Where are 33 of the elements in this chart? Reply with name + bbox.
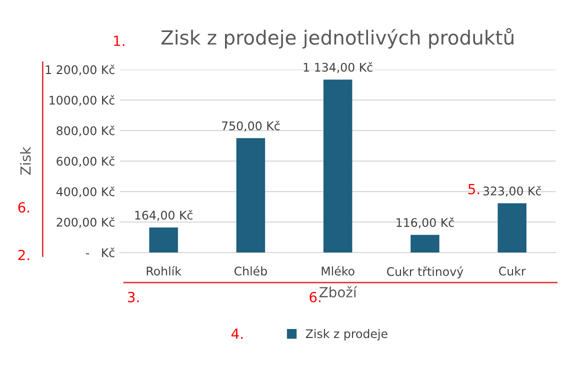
x-tick-label: Cukr třtinový [387, 266, 464, 278]
y-tick-label: 600,00 Kč [56, 156, 114, 167]
y-tick-label: 400,00 Kč [56, 186, 114, 198]
bar [236, 138, 266, 253]
chart-title: Zisk z prodeje jednotlivých produktů [161, 28, 514, 49]
text: 6. [18, 202, 30, 213]
text: 6. [310, 292, 320, 302]
data-label: 323,00 Kč [483, 186, 541, 197]
text: 4. [231, 328, 243, 339]
x-tick-label: Rohlík [146, 266, 182, 276]
y-tick-label: 1 200,00 Kč [46, 64, 114, 76]
y-tick-label: - Kč [86, 248, 114, 258]
text: 2. [18, 250, 30, 260]
data-label: 116,00 Kč [396, 217, 454, 228]
bar [410, 234, 440, 253]
bar [498, 203, 526, 253]
y-axis-title: Zisk [20, 146, 31, 175]
x-tick-label: Cukr [499, 266, 526, 276]
data-label: 1 134,00 Kč [304, 62, 372, 73]
data-label: 750,00 Kč [222, 120, 280, 132]
annotation: 5. [468, 184, 480, 194]
legend-label: Zisk z prodeje [306, 329, 388, 340]
data-label: 164,00 Kč [135, 210, 192, 221]
x-axis-title: Zboží [319, 286, 358, 298]
bar [149, 228, 178, 253]
y-tick-label: 1000,00 Kč [50, 95, 114, 106]
x-tick-label: Mléko [322, 266, 354, 276]
y-tick-label: 800,00 Kč [56, 126, 114, 136]
text: 1. [114, 36, 124, 46]
text: 3. [128, 292, 139, 302]
y-tick-label: 200,00 Kč [56, 217, 114, 228]
bar [323, 80, 352, 253]
x-tick-label: Chléb [234, 266, 267, 276]
